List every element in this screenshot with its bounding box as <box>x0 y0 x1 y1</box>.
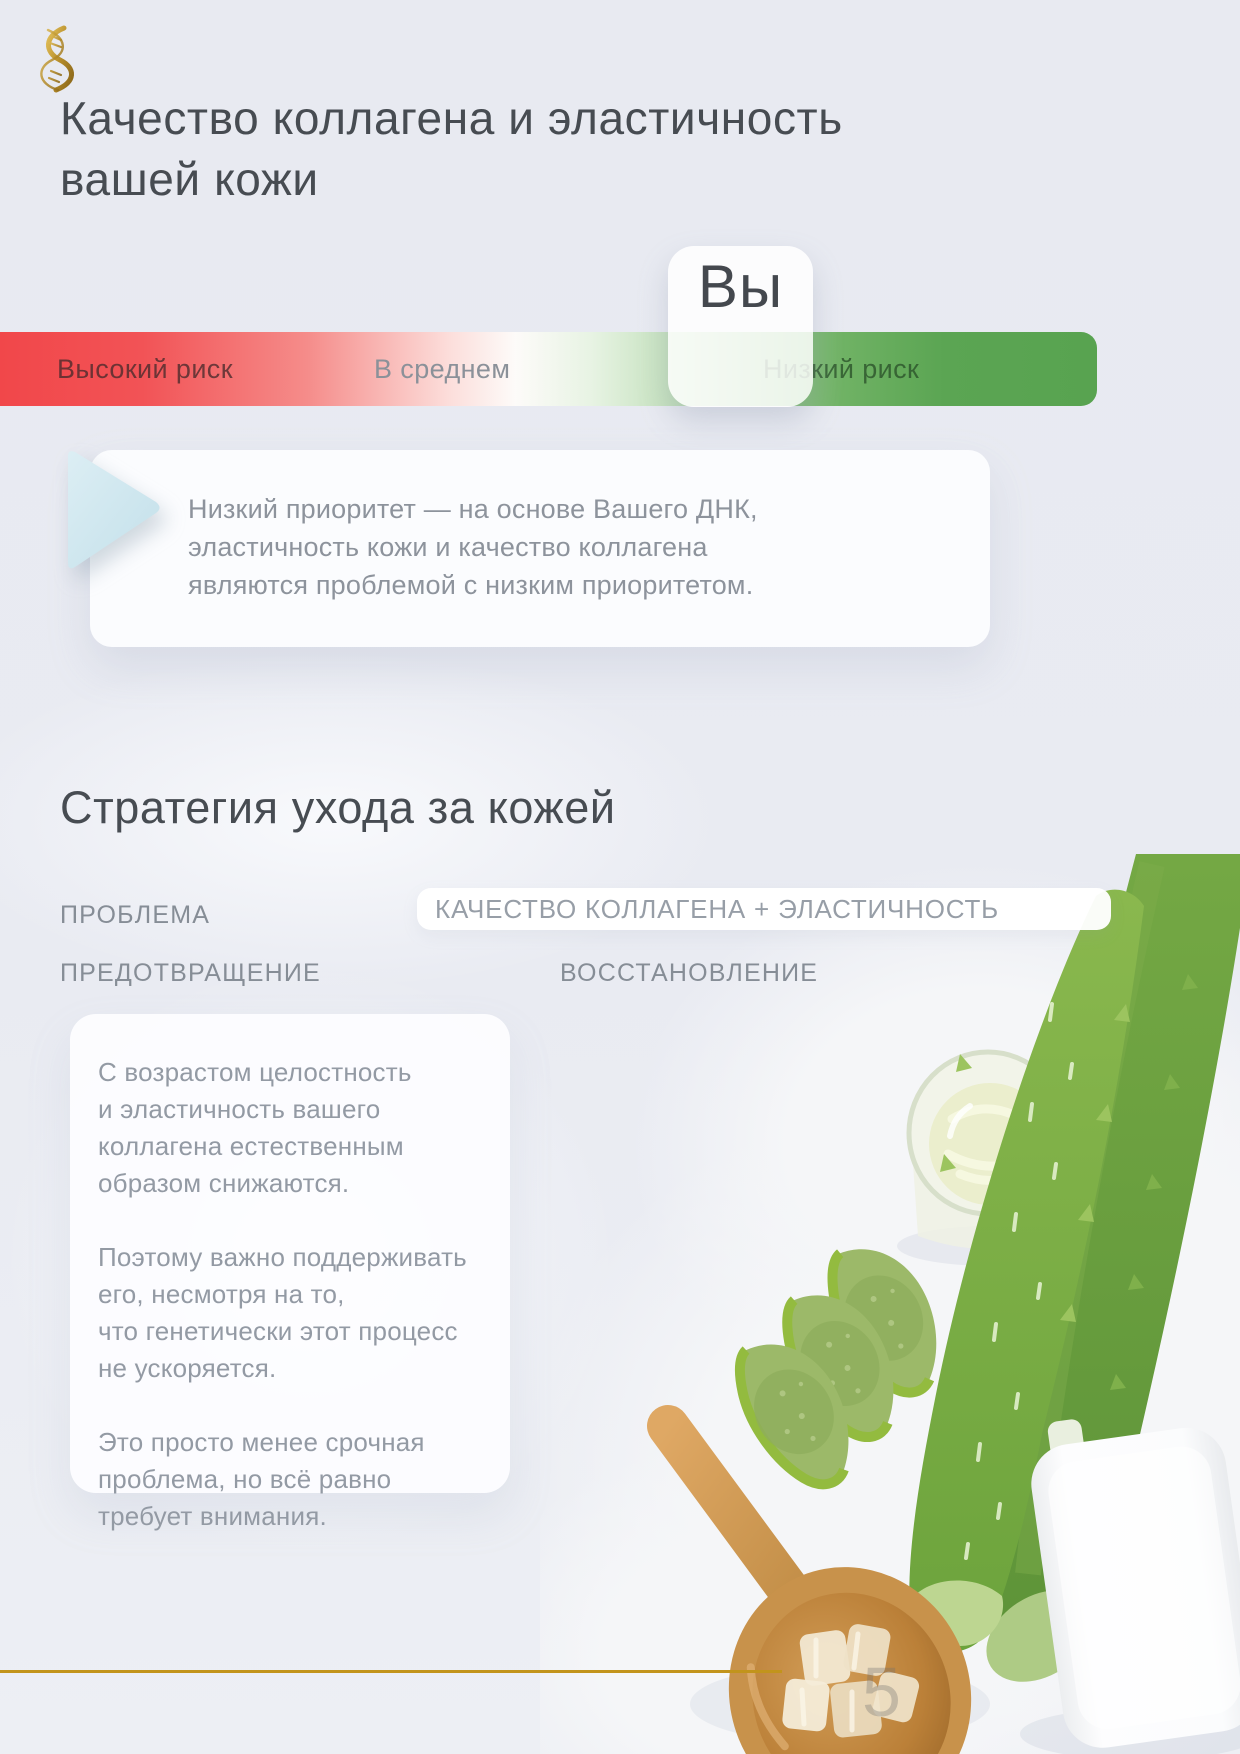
dna-icon <box>40 25 74 93</box>
cosmetic-bottle <box>1031 1419 1240 1748</box>
aloe-cubes <box>782 1624 920 1738</box>
prevention-label: ПРЕДОТВРАЩЕНИЕ <box>60 959 321 987</box>
triangle-right-icon <box>68 451 160 569</box>
risk-label-high: Высокий риск <box>57 353 233 384</box>
problem-label: ПРОБЛЕМА <box>60 901 211 929</box>
restoration-label: ВОССТАНОВЛЕНИЕ <box>560 959 819 987</box>
strategy-paragraph: Поэтому важно поддерживать его, несмотря… <box>98 1242 467 1383</box>
photo-watermark: 5 <box>862 1653 901 1731</box>
priority-note-text: Низкий приоритет — на основе Вашего ДНК,… <box>188 494 758 600</box>
priority-note-card: Низкий приоритет — на основе Вашего ДНК,… <box>90 450 990 647</box>
risk-label-average: В среднем <box>374 353 511 384</box>
page-title: Качество коллагена и эластичность вашей … <box>60 92 843 205</box>
problem-value-text: КАЧЕСТВО КОЛЛАГЕНА + ЭЛАСТИЧНОСТЬ <box>435 893 999 924</box>
aloe-photo: 5 <box>540 854 1240 1754</box>
section-title: Стратегия ухода за кожей <box>60 782 616 833</box>
you-marker-label: Вы <box>697 253 784 320</box>
strategy-paragraph: С возрастом целостность и эластичность в… <box>98 1057 412 1198</box>
strategy-body-card: С возрастом целостность и эластичность в… <box>70 1014 510 1531</box>
strategy-paragraph: Это просто менее срочная проблема, но вс… <box>98 1427 425 1531</box>
problem-value-chip: КАЧЕСТВО КОЛЛАГЕНА + ЭЛАСТИЧНОСТЬ <box>417 888 1111 930</box>
footer-gold-line <box>0 1670 782 1673</box>
you-position-marker: Вы <box>668 246 813 407</box>
wooden-spoon: 5 <box>647 1405 972 1754</box>
risk-gradient-bar: Высокий риск В среднем Низкий риск <box>0 332 1097 406</box>
